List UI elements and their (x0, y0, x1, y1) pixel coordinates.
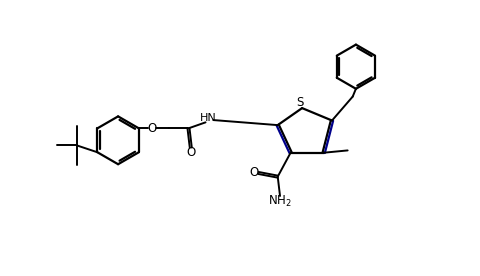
Text: HN: HN (200, 113, 216, 123)
Text: NH$_2$: NH$_2$ (268, 194, 292, 209)
Text: O: O (186, 146, 195, 159)
Text: S: S (297, 96, 304, 109)
Text: O: O (147, 122, 156, 135)
Text: O: O (250, 166, 259, 179)
